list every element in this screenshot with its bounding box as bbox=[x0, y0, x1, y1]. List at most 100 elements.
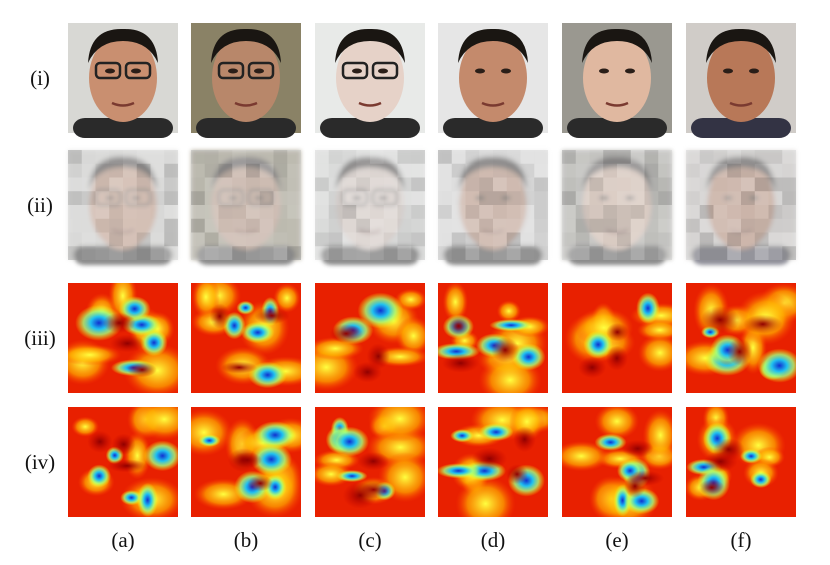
dark-region bbox=[109, 334, 145, 353]
pixel-block bbox=[232, 177, 246, 192]
pixel-block bbox=[411, 232, 425, 247]
eye bbox=[105, 68, 115, 74]
pixel-block bbox=[342, 163, 357, 178]
hair bbox=[582, 155, 652, 190]
pixel-block bbox=[150, 218, 165, 233]
pixel-block bbox=[438, 246, 452, 260]
pixelated-face bbox=[438, 150, 548, 265]
pixel-block bbox=[741, 246, 755, 260]
eye bbox=[599, 195, 609, 201]
hair bbox=[335, 28, 405, 63]
pixel-block bbox=[589, 205, 604, 219]
eye bbox=[352, 68, 362, 74]
face-photo bbox=[191, 23, 301, 138]
pixel-block bbox=[232, 163, 246, 178]
heatmap bbox=[562, 283, 672, 393]
pixel-block bbox=[575, 218, 590, 233]
pixel-block bbox=[191, 218, 205, 233]
pixel-block bbox=[713, 246, 728, 260]
cool-region bbox=[248, 361, 288, 389]
pixel-block bbox=[562, 178, 576, 192]
pixel-block bbox=[137, 191, 151, 205]
face-photo bbox=[315, 23, 425, 138]
pixel-block bbox=[520, 177, 535, 192]
pixel-block bbox=[741, 150, 755, 164]
pixel-block bbox=[315, 177, 329, 192]
cool-region bbox=[594, 433, 627, 451]
pixel-block bbox=[493, 246, 507, 260]
hot-region bbox=[455, 476, 516, 517]
column-label: (d) bbox=[481, 528, 506, 552]
mouth bbox=[729, 228, 753, 234]
pixel-block bbox=[411, 163, 425, 178]
pixel-block bbox=[493, 163, 507, 178]
pixel-block bbox=[164, 150, 178, 164]
pixel-block bbox=[370, 150, 384, 164]
cool-region bbox=[478, 423, 514, 441]
pixel-block bbox=[95, 218, 110, 233]
pixel-block bbox=[109, 177, 123, 192]
pixelated-face bbox=[315, 150, 425, 265]
glasses bbox=[124, 188, 152, 207]
cool-region bbox=[740, 448, 763, 464]
pixel-block bbox=[589, 163, 604, 178]
pixel-block bbox=[630, 232, 645, 247]
pixel-block bbox=[287, 177, 301, 192]
blurred-face bbox=[68, 150, 178, 265]
column-label: (c) bbox=[358, 528, 381, 552]
pixel-block bbox=[575, 232, 590, 247]
mouth bbox=[111, 228, 135, 234]
pixel-block bbox=[343, 219, 357, 233]
pixel-block bbox=[479, 246, 493, 260]
pixel-block bbox=[246, 232, 260, 247]
pixel-block bbox=[204, 218, 219, 233]
pixel-block bbox=[451, 232, 466, 247]
pixel-block bbox=[644, 150, 659, 164]
pixel-block bbox=[164, 218, 178, 233]
hot-region bbox=[367, 407, 425, 442]
pixel-block bbox=[782, 218, 796, 233]
mouth bbox=[234, 228, 258, 234]
face bbox=[212, 34, 280, 122]
face bbox=[707, 161, 775, 249]
pixel-block bbox=[411, 246, 425, 260]
hair bbox=[706, 155, 776, 190]
pixel-block bbox=[727, 177, 741, 192]
pixel-block bbox=[658, 246, 672, 260]
glasses bbox=[371, 188, 399, 207]
pixel-block bbox=[699, 205, 714, 219]
column-label: (a) bbox=[111, 528, 134, 552]
dark-region bbox=[329, 324, 364, 344]
pixel-block bbox=[576, 178, 590, 192]
pixel-block bbox=[356, 177, 370, 192]
pixel-block bbox=[451, 191, 466, 205]
pixel-block bbox=[451, 246, 466, 260]
pixel-block bbox=[164, 177, 178, 192]
heatmap-body bbox=[315, 407, 425, 509]
cool-region bbox=[241, 321, 275, 344]
pixel-block bbox=[136, 232, 151, 247]
pixel-block bbox=[727, 232, 741, 247]
eye bbox=[501, 195, 511, 201]
pixel-block bbox=[397, 232, 412, 247]
pixel-block bbox=[287, 233, 301, 247]
cool-region bbox=[236, 300, 255, 315]
blurred-face bbox=[438, 150, 548, 265]
dark-region bbox=[698, 479, 725, 496]
pixel-block bbox=[315, 163, 329, 178]
pixel-block bbox=[727, 191, 741, 205]
pixel-block bbox=[273, 205, 288, 219]
pixel-block bbox=[617, 232, 631, 247]
pixel-block bbox=[782, 150, 796, 164]
pixel-block bbox=[68, 205, 82, 219]
hot-region bbox=[395, 316, 425, 356]
cool-region bbox=[250, 443, 293, 476]
pixel-block bbox=[81, 163, 96, 178]
eye bbox=[723, 195, 733, 201]
pixel-block bbox=[164, 232, 178, 247]
glasses bbox=[247, 188, 275, 207]
pixel-block bbox=[328, 232, 343, 247]
eye bbox=[352, 195, 362, 201]
mouth bbox=[111, 101, 135, 107]
